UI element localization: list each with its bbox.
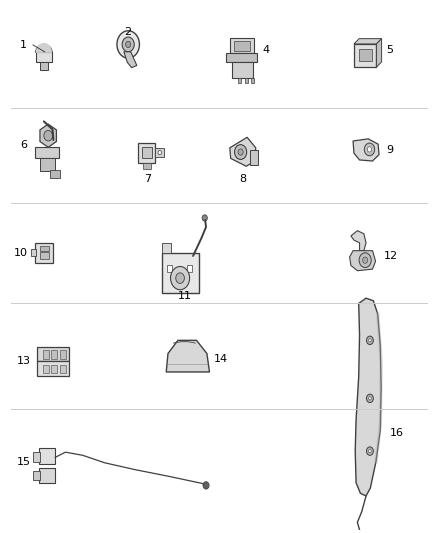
Bar [42,365,49,373]
Bar [138,142,155,163]
Circle shape [367,394,373,402]
Text: 15: 15 [17,457,31,467]
Bar [359,49,372,61]
Circle shape [158,150,162,155]
Circle shape [202,215,207,221]
Bar [187,265,192,272]
Circle shape [238,149,243,155]
Bar [232,62,253,78]
Bar [237,78,241,84]
Bar [33,452,39,462]
Circle shape [203,482,209,489]
Circle shape [117,31,139,58]
Circle shape [367,147,372,152]
Bar [35,243,53,263]
Circle shape [367,336,373,344]
Text: 7: 7 [144,174,151,184]
Bar [51,365,57,373]
Circle shape [176,273,184,284]
Bar [354,44,376,67]
Circle shape [44,131,53,141]
Bar [37,346,68,361]
Bar [230,38,254,53]
Bar [60,350,66,359]
Bar [42,350,49,359]
Bar [35,52,52,62]
Bar [141,147,152,158]
Polygon shape [376,39,381,67]
Circle shape [369,339,371,342]
Polygon shape [40,124,57,147]
Circle shape [363,257,368,263]
Circle shape [122,37,134,52]
Polygon shape [166,341,209,372]
Bar [51,350,57,359]
Bar [167,265,172,272]
Circle shape [369,449,371,453]
Polygon shape [351,231,366,251]
Bar [226,53,257,62]
Bar [234,41,250,51]
Text: 9: 9 [386,146,393,156]
Text: 5: 5 [386,45,393,55]
Text: 10: 10 [14,248,28,259]
Polygon shape [230,138,256,166]
Bar [39,158,55,171]
Bar [39,246,49,251]
Bar [250,150,258,165]
Text: 11: 11 [177,290,191,301]
Text: 13: 13 [17,357,31,367]
Bar [244,78,248,84]
Bar [354,532,372,533]
Polygon shape [354,39,381,44]
Bar [162,253,199,293]
Bar [35,147,59,158]
Circle shape [364,143,374,156]
Bar [39,448,55,464]
Text: 4: 4 [262,45,269,55]
Bar [251,78,254,84]
Text: 6: 6 [20,140,27,150]
Text: 12: 12 [384,251,398,261]
Text: 14: 14 [214,354,228,364]
Bar [39,252,49,259]
Circle shape [359,253,371,268]
Bar [31,248,36,256]
Circle shape [126,41,131,47]
Circle shape [367,447,373,455]
Circle shape [235,144,247,159]
Text: 2: 2 [124,27,131,37]
Text: 16: 16 [390,427,404,438]
Bar [39,62,48,70]
Text: 1: 1 [20,40,27,50]
Bar [60,365,66,373]
Bar [39,468,55,483]
Polygon shape [353,139,379,161]
Bar [155,148,164,157]
Bar [37,361,68,376]
Bar [162,243,170,253]
Polygon shape [124,52,137,68]
Bar [143,163,151,169]
Text: 8: 8 [239,174,246,184]
Wedge shape [35,43,52,53]
Circle shape [369,397,371,400]
Circle shape [170,266,190,290]
Bar [50,170,60,178]
Polygon shape [350,251,375,271]
Bar [33,471,39,480]
Polygon shape [355,298,381,496]
